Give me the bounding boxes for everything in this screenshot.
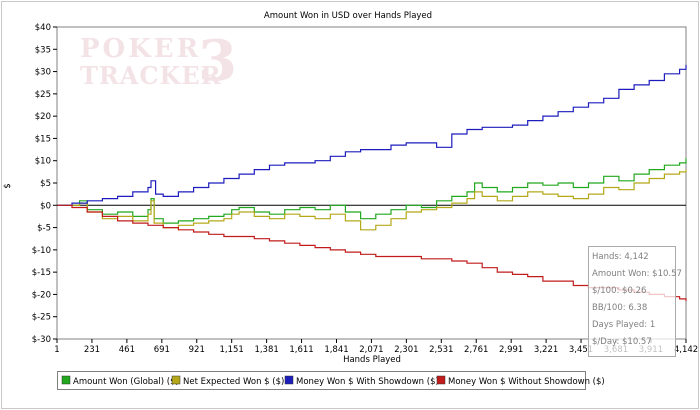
legend: [57, 371, 586, 390]
legend-label: Money Won $ Without Showdown ($): [448, 377, 605, 387]
y-tick-label: $-10: [32, 246, 51, 256]
y-tick-label: $0: [40, 201, 51, 211]
x-tick-label: 691: [154, 345, 170, 355]
stats-lines: Hands: 4,142 Amount Won: $10.57 $/100: $0.…: [592, 252, 682, 347]
x-tick-label: 3,451: [569, 345, 593, 355]
legend-swatch: [284, 375, 294, 385]
watermark-line1: POKER: [80, 34, 201, 64]
y-tick-label: $40: [35, 23, 51, 33]
x-tick-label: 1,151: [220, 345, 244, 355]
legend-label: Amount Won (Global) ($): [73, 377, 179, 387]
x-tick-label: 1,611: [289, 345, 313, 355]
y-tick-label: $5: [40, 179, 51, 189]
series-line-1: [57, 169, 687, 231]
y-tick-label: $35: [35, 45, 51, 55]
y-tick-label: $10: [35, 157, 51, 167]
y-tick-label: $20: [35, 112, 51, 122]
legend-swatch: [171, 375, 181, 385]
y-tick-label: $30: [35, 68, 51, 78]
stats-box: Hands: 4,142 Amount Won: $10.57 $/100: $0.…: [588, 246, 682, 357]
stat-line: Hands: 4,142: [592, 252, 649, 262]
watermark-line2: TRACKER: [80, 61, 222, 90]
x-tick-label: 1: [54, 345, 59, 355]
y-tick-label: $-30: [32, 335, 51, 345]
stat-line: $/100: $0.26: [592, 286, 646, 296]
y-tick-label: $-15: [32, 268, 51, 278]
x-tick-label: 2,071: [359, 345, 383, 355]
legend-label: Net Expected Won $ ($): [183, 377, 284, 387]
y-tick-label: $-20: [32, 290, 51, 300]
stat-line: $/Day: $10.57: [592, 337, 652, 347]
watermark-mark: 3: [198, 28, 237, 94]
x-tick-label: 231: [84, 345, 100, 355]
y-tick-label: $-25: [32, 313, 51, 323]
pokertracker-watermark: POKER TRACKER 3: [80, 28, 237, 94]
x-axis-label: Hands Played: [343, 355, 401, 365]
stat-line: BB/100: 6.38: [592, 303, 647, 313]
legend-items: Amount Won (Global) ($) Net Expected Won …: [61, 375, 605, 387]
stat-line: Amount Won: $10.57: [592, 269, 682, 279]
y-axis: $-30 $-25 $-20 $-15 $-10 $-5 $0 $5 $10 $15 $20 $25 $…: [32, 23, 57, 345]
x-tick-label: 2,761: [464, 345, 488, 355]
stat-line: Days Played: 1: [592, 320, 655, 330]
x-tick-label: 3,221: [534, 345, 558, 355]
y-tick-label: $25: [35, 90, 51, 100]
legend-label: Money Won $ With Showdown ($): [296, 377, 439, 387]
series-line-2: [57, 64, 687, 206]
x-tick-label: 1,841: [324, 345, 348, 355]
y-tick-label: $-5: [37, 224, 51, 234]
x-tick-label: 2,531: [429, 345, 453, 355]
x-tick-label: 4,142: [674, 345, 698, 355]
x-tick-label: 461: [119, 345, 135, 355]
legend-swatch: [61, 375, 71, 385]
y-axis-label: $: [3, 183, 13, 188]
x-tick-label: 1,381: [254, 345, 278, 355]
y-tick-label: $15: [35, 134, 51, 144]
x-tick-label: 2,991: [499, 345, 523, 355]
x-tick-label: 921: [189, 345, 205, 355]
stats-box-frame: [588, 246, 676, 357]
chart-title: Amount Won in USD over Hands Played: [264, 11, 432, 21]
x-tick-label: 2,301: [394, 345, 418, 355]
legend-swatch: [436, 375, 446, 385]
